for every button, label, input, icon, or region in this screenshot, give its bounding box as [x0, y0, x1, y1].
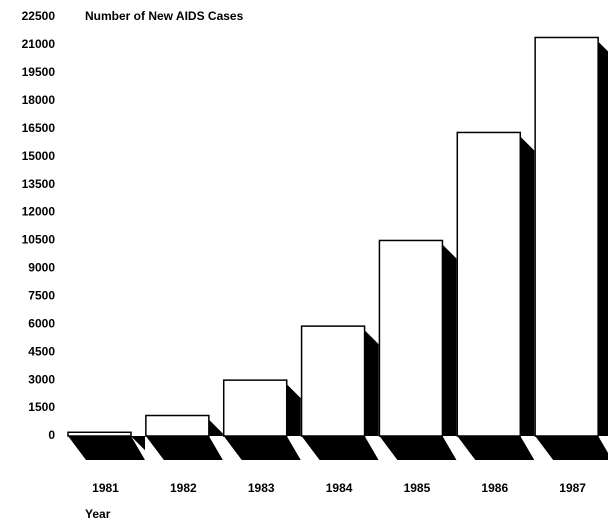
- bar-side-shadow: [364, 330, 379, 436]
- x-tick-label: 1986: [481, 481, 508, 495]
- y-tick-label: 0: [48, 428, 55, 442]
- bar-floor-shadow: [68, 436, 145, 460]
- bar-floor-shadow: [301, 436, 379, 460]
- bar-floor-shadow: [223, 436, 301, 460]
- bar-side-shadow: [598, 41, 608, 436]
- y-tick-label: 1500: [28, 400, 55, 414]
- bar-floor-shadow: [457, 436, 535, 460]
- bar: [67, 431, 132, 437]
- y-tick-label: 12000: [22, 205, 56, 219]
- bar: [300, 325, 366, 437]
- bar: [378, 239, 444, 437]
- x-tick-label: 1985: [404, 481, 431, 495]
- bar: [222, 379, 288, 437]
- y-tick-label: 9000: [28, 261, 55, 275]
- y-tick-label: 13500: [22, 177, 56, 191]
- x-tick-label: 1982: [170, 481, 197, 495]
- chart-title: Number of New AIDS Cases: [85, 9, 244, 23]
- bar-floor-shadow: [145, 436, 223, 460]
- x-tick-label: 1983: [248, 481, 275, 495]
- bar: [534, 36, 599, 437]
- x-tick-label: 1984: [326, 481, 353, 495]
- y-tick-label: 15000: [22, 149, 56, 163]
- y-tick-label: 16500: [22, 121, 56, 135]
- y-tick-label: 22500: [22, 9, 56, 23]
- y-tick-label: 4500: [28, 344, 55, 358]
- bar-side-shadow: [442, 244, 457, 436]
- bar: [456, 131, 522, 437]
- y-tick-label: 21000: [22, 37, 56, 51]
- y-tick-label: 10500: [22, 233, 56, 247]
- y-tick-label: 6000: [28, 316, 55, 330]
- y-tick-label: 7500: [28, 289, 55, 303]
- x-axis-label: Year: [85, 507, 111, 520]
- x-tick-label: 1987: [559, 481, 586, 495]
- y-tick-label: 18000: [22, 93, 56, 107]
- y-tick-label: 3000: [28, 372, 55, 386]
- bar-side-shadow: [286, 384, 301, 436]
- y-tick-label: 19500: [22, 65, 56, 79]
- bar-side-shadow: [131, 436, 145, 451]
- bar: [145, 414, 210, 437]
- bar-floor-shadow: [379, 436, 457, 460]
- bar-side-shadow: [520, 136, 535, 437]
- x-tick-label: 1981: [92, 481, 119, 495]
- bar-floor-shadow: [535, 436, 608, 460]
- bar-side-shadow: [208, 419, 223, 436]
